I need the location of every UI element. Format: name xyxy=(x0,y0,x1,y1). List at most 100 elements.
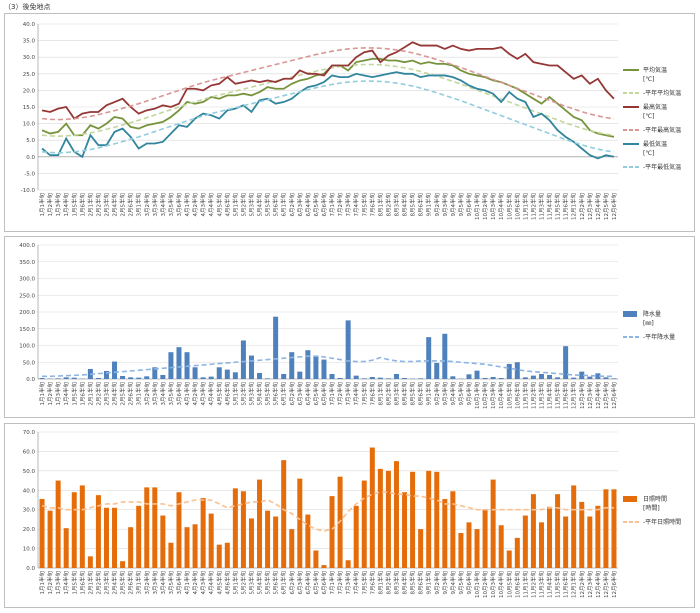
x-tick-label: 9月5半旬 xyxy=(457,571,465,595)
series-line xyxy=(41,41,615,120)
bar xyxy=(216,367,222,379)
bar xyxy=(571,377,577,379)
x-tick-label: 3月4半旬 xyxy=(159,382,167,406)
bar xyxy=(393,461,399,568)
bar xyxy=(482,377,488,379)
y-tick-label: 350.0 xyxy=(19,260,35,266)
temperature-chart: -10.0 -5.0 0.0 5.0 10.0 15.0 20.0 25.0 30.0 35.0 4… xyxy=(21,22,681,220)
bar xyxy=(240,340,246,379)
x-tick-label: 5月5半旬 xyxy=(264,193,272,217)
legend-label: 平均気温 xyxy=(643,66,667,74)
x-tick-label: 10月4半旬 xyxy=(497,382,505,409)
bar xyxy=(63,528,69,568)
x-tick-label: 12月5半旬 xyxy=(602,193,610,220)
x-tick-label: 4月2半旬 xyxy=(191,571,199,595)
bar xyxy=(200,498,206,568)
x-tick-label: 8月2半旬 xyxy=(384,193,392,217)
x-tick-label: 10月5半旬 xyxy=(505,193,513,220)
bar xyxy=(103,507,109,568)
x-tick-label: 2月3半旬 xyxy=(102,193,110,217)
legend-unit: [㎜] xyxy=(643,320,654,327)
x-tick-label: 2月2半旬 xyxy=(94,571,102,595)
bar xyxy=(353,505,359,568)
x-tick-label: 6月3半旬 xyxy=(296,571,304,595)
x-tick-label: 11月1半旬 xyxy=(521,193,529,220)
bar xyxy=(514,537,520,568)
x-tick-label: 8月6半旬 xyxy=(417,193,425,217)
x-tick-label: 4月5半旬 xyxy=(215,382,223,406)
x-tick-label: 10月6半旬 xyxy=(513,571,521,598)
x-tick-label: 5月4半旬 xyxy=(256,193,264,217)
x-tick-label: 10月2半旬 xyxy=(481,193,489,220)
x-tick-label: 4月5半旬 xyxy=(215,193,223,217)
x-tick-label: 9月3半旬 xyxy=(441,382,449,406)
x-tick-label: 4月1半旬 xyxy=(183,571,191,595)
bar xyxy=(176,347,182,379)
bar xyxy=(450,376,456,379)
y-tick-label: 35.0 xyxy=(23,39,36,45)
bar xyxy=(79,485,85,568)
x-tick-label: 3月2半旬 xyxy=(143,382,151,406)
bar xyxy=(128,377,134,379)
x-tick-label: 2月4半旬 xyxy=(111,382,119,406)
x-tick-label: 4月6半旬 xyxy=(223,571,231,595)
x-tick-label: 11月5半旬 xyxy=(554,382,562,409)
bar xyxy=(538,522,544,568)
x-tick-label: 6月6半旬 xyxy=(320,571,328,595)
bar xyxy=(47,510,53,568)
x-tick-label: 6月5半旬 xyxy=(312,193,320,217)
bar xyxy=(248,518,254,568)
x-tick-label: 8月4半旬 xyxy=(401,193,409,217)
y-tick-label: 150.0 xyxy=(19,327,35,333)
x-tick-label: 7月1半旬 xyxy=(328,382,336,406)
series-line xyxy=(41,491,614,532)
x-tick-label: 3月3半旬 xyxy=(151,382,159,406)
bar xyxy=(297,478,303,568)
x-tick-label: 11月6半旬 xyxy=(562,571,570,598)
x-tick-label: 9月4半旬 xyxy=(449,571,457,595)
bar xyxy=(224,369,230,379)
x-tick-label: 9月2半旬 xyxy=(433,382,441,406)
x-tick-label: 7月2半旬 xyxy=(336,193,344,217)
x-tick-label: 4月4半旬 xyxy=(207,571,215,595)
x-tick-label: 2月1半旬 xyxy=(86,382,94,406)
bar xyxy=(474,529,480,568)
x-tick-label: 10月3半旬 xyxy=(489,571,497,598)
x-tick-label: 7月6半旬 xyxy=(368,193,376,217)
x-tick-label: 3月5半旬 xyxy=(167,571,175,595)
bar xyxy=(458,533,464,568)
bar xyxy=(128,527,134,568)
x-tick-label: 2月6半旬 xyxy=(127,193,135,217)
x-tick-label: 9月6半旬 xyxy=(465,382,473,406)
bar xyxy=(345,560,351,568)
bar xyxy=(555,494,561,568)
x-tick-label: 6月1半旬 xyxy=(280,382,288,406)
bar xyxy=(410,471,416,568)
bar xyxy=(305,350,311,379)
x-tick-label: 3月4半旬 xyxy=(159,571,167,595)
y-tick-label: -5.0 xyxy=(24,171,35,177)
y-tick-label: 60.0 xyxy=(23,449,36,455)
x-tick-label: 3月6半旬 xyxy=(175,571,183,595)
bar xyxy=(160,515,166,568)
x-tick-label: 3月1半旬 xyxy=(135,193,143,217)
x-tick-label: 10月3半旬 xyxy=(489,193,497,220)
x-tick-label: 2月3半旬 xyxy=(102,382,110,406)
y-tick-label: 100.0 xyxy=(19,344,35,350)
x-tick-label: 12月6半旬 xyxy=(610,571,618,598)
bar xyxy=(184,527,190,568)
bar xyxy=(192,524,198,568)
bar xyxy=(547,506,553,568)
bar xyxy=(530,494,536,568)
bar xyxy=(426,337,432,379)
bar xyxy=(71,377,77,379)
x-tick-label: 2月1半旬 xyxy=(86,193,94,217)
bar xyxy=(120,561,126,568)
x-tick-label: 12月3半旬 xyxy=(586,571,594,598)
x-tick-label: 11月6半旬 xyxy=(562,382,570,409)
x-tick-label: 1月3半旬 xyxy=(54,382,62,406)
bar xyxy=(377,377,383,379)
series-line xyxy=(41,63,615,138)
x-tick-label: 5月6半旬 xyxy=(272,382,280,406)
bar xyxy=(579,501,585,568)
